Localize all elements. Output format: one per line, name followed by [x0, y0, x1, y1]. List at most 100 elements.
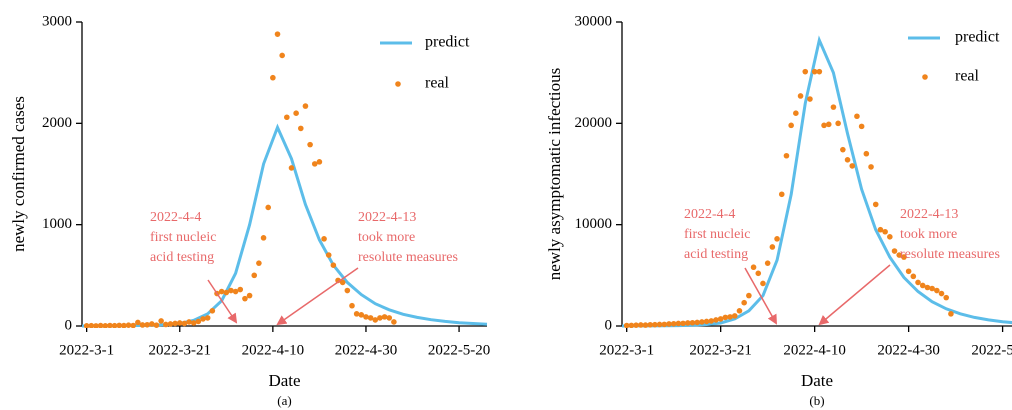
real-point [887, 234, 893, 240]
real-point [774, 236, 780, 242]
real-point [218, 288, 225, 295]
real-point [330, 262, 337, 269]
real-point [311, 161, 318, 167]
real-point [344, 287, 351, 294]
y-axis-title: newly confirmed cases [9, 96, 28, 252]
real-point [88, 322, 95, 328]
real-point [896, 252, 903, 258]
real-point [722, 314, 729, 321]
real-point [689, 319, 696, 326]
real-point [840, 146, 846, 153]
real-point [237, 286, 244, 293]
real-point [750, 264, 757, 271]
real-point [647, 321, 653, 328]
real-point [181, 320, 188, 327]
real-point [358, 312, 365, 318]
annotation-arrow [276, 267, 359, 326]
real-point [153, 322, 160, 328]
real-point [793, 110, 799, 116]
x-tick-label: 2022-4-10 [783, 342, 846, 358]
real-point [204, 315, 211, 321]
real-point [172, 320, 178, 327]
real-point [830, 104, 837, 110]
real-point [684, 320, 691, 326]
real-point [325, 252, 332, 258]
real-point [302, 103, 309, 109]
real-point [353, 311, 360, 317]
real-point [924, 284, 931, 291]
annotation: took more [358, 230, 415, 245]
real-point [307, 141, 313, 148]
real-point [746, 292, 752, 299]
real-point [807, 96, 813, 102]
legend-label: real [425, 75, 450, 92]
real-point [769, 244, 776, 250]
real-point [821, 122, 827, 129]
y-tick-label: 30000 [575, 13, 613, 29]
real-point [316, 159, 323, 165]
real-point [642, 322, 649, 328]
real-point [764, 260, 771, 266]
real-point [731, 313, 738, 319]
x-tick-label: 2022-4-10 [242, 342, 305, 358]
real-point [788, 122, 794, 129]
y-tick-label: 2000 [42, 115, 72, 131]
real-point [386, 315, 393, 321]
real-point [656, 321, 663, 328]
real-point [872, 201, 879, 208]
real-point [882, 228, 888, 235]
annotation: took more [900, 227, 957, 242]
x-tick-label: 2022-3-1 [59, 342, 114, 358]
annotation: 2022-4-4 [150, 210, 201, 225]
x-axis-title: Date [801, 371, 833, 390]
real-point [190, 320, 197, 326]
real-point [270, 74, 276, 81]
real-point [139, 322, 146, 328]
real-point [279, 52, 285, 59]
real-point [125, 322, 132, 328]
x-tick-label: 2022-3-21 [689, 342, 752, 358]
real-point [778, 191, 785, 198]
real-point [811, 68, 818, 75]
y-axis-title: newly asymptomatic infectious [545, 68, 564, 280]
y-tick-label: 1000 [42, 216, 72, 232]
x-axis-title: Date [268, 371, 300, 390]
real-point [736, 308, 743, 314]
real-point [844, 157, 851, 163]
legend-label: predict [955, 29, 1000, 46]
annotation-arrow [207, 279, 238, 324]
chart-panel: 0 1000 2000 3000 2022-3-1 2022-3-21 2022-4-10 2… [9, 13, 490, 408]
real-point [727, 314, 733, 320]
chart-panel: 0 10000 20000 30000 2022-3-1 2022-3-21 2022-4-… [545, 13, 1012, 408]
real-point [675, 320, 682, 327]
real-point [246, 292, 253, 299]
real-point [910, 273, 917, 280]
real-point [260, 235, 267, 241]
real-point [825, 121, 832, 128]
real-point [265, 204, 272, 211]
real-point [713, 317, 719, 323]
real-point [349, 302, 355, 309]
annotation: first nucleic [684, 227, 750, 242]
annotation: 2022-4-4 [684, 207, 735, 222]
real-point [901, 254, 907, 260]
real-point [97, 322, 104, 328]
real-point [755, 270, 762, 277]
real-point [228, 287, 234, 294]
real-point [297, 125, 304, 132]
legend-label: real [955, 68, 980, 85]
real-point [623, 322, 630, 328]
annotation: first nucleic [150, 230, 216, 245]
real-point [938, 290, 945, 297]
real-point [633, 322, 639, 328]
legend-swatch [395, 81, 401, 87]
real-point [877, 226, 884, 233]
annotation: acid testing [150, 250, 214, 265]
real-point [158, 318, 164, 324]
real-point [661, 321, 668, 328]
real-point [363, 314, 369, 320]
y-tick-label: 0 [65, 317, 73, 333]
real-point [93, 323, 99, 328]
real-point [111, 322, 118, 328]
real-point [708, 318, 715, 324]
